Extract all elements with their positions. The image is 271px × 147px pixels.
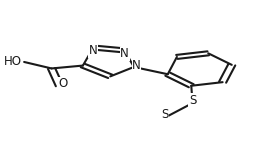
Text: N: N	[132, 59, 141, 72]
Text: S: S	[162, 108, 169, 121]
Text: N: N	[89, 44, 98, 57]
Text: O: O	[59, 77, 68, 90]
Text: N: N	[120, 47, 129, 60]
Text: HO: HO	[4, 55, 22, 69]
Text: S: S	[189, 94, 196, 107]
